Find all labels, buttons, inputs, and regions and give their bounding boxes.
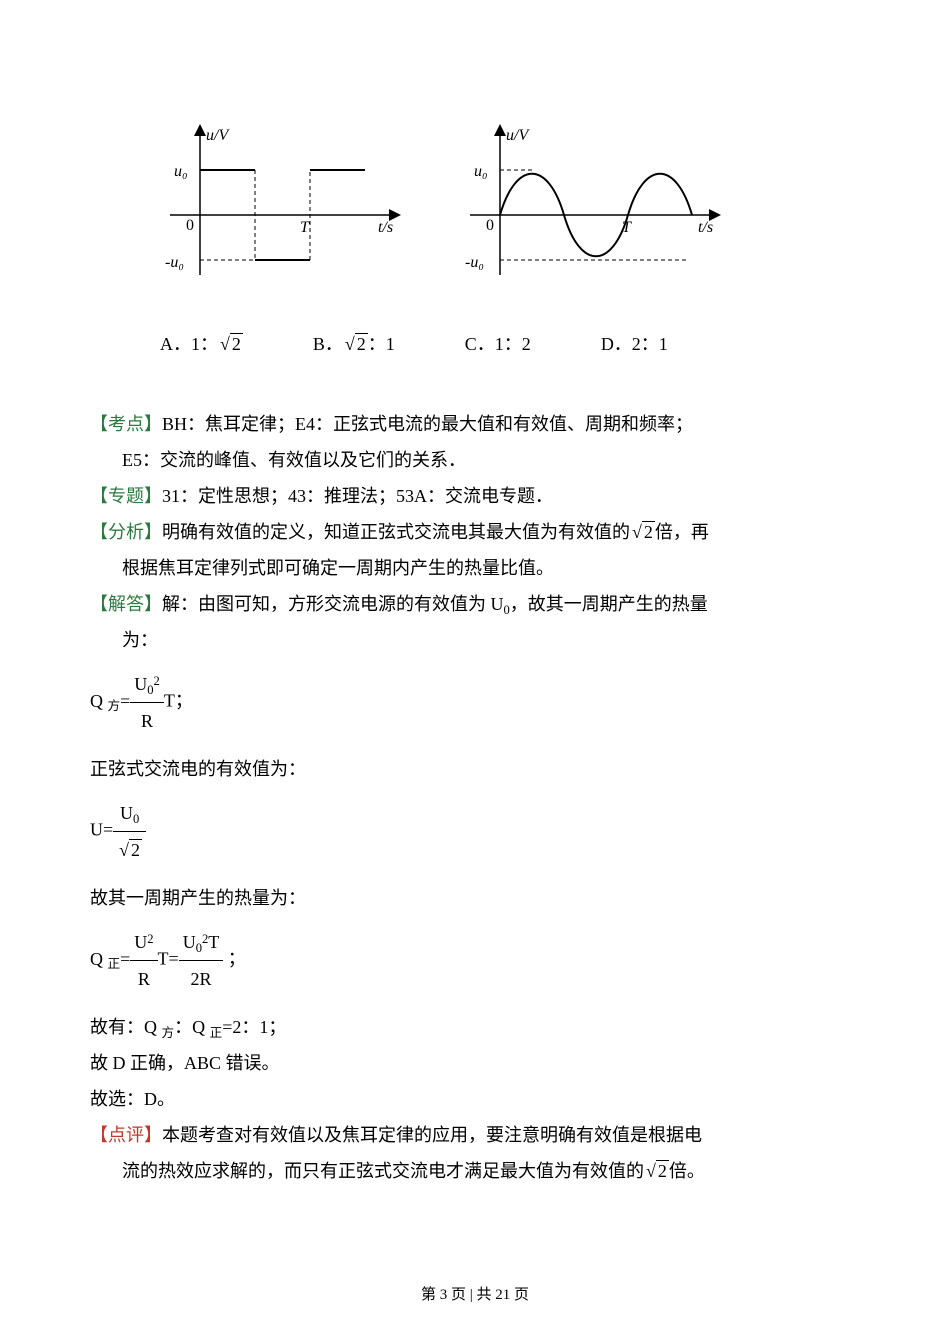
q-fang-prefix: Q 方= [90, 691, 130, 711]
svg-text:u₀: u₀ [474, 163, 488, 180]
q-zheng-prefix: Q 正= [90, 949, 130, 969]
choice-a: A．1：2 [160, 330, 243, 356]
fenxi-line: 【分析】明确有效值的定义，知道正弦式交流电其最大值为有效值的2倍，再 [90, 514, 860, 550]
body3: 故有：Q 方：Q 正=2：1； [90, 1009, 860, 1045]
jieda-text1: 解：由图可知，方形交流电源的有效值为 U0，故其一周期产生的热量 [162, 594, 708, 614]
fenxi-text1: 明确有效值的定义，知道正弦式交流电其最大值为有效值的2倍，再 [162, 522, 709, 542]
u-prefix: U= [90, 820, 113, 840]
q-fang-suffix: T； [164, 691, 193, 711]
svg-text:-u₀: -u₀ [165, 254, 184, 271]
kaodian-text1: BH：焦耳定律；E4：正弦式电流的最大值和有效值、周期和频率； [162, 414, 693, 434]
square-wave-svg: u/V u₀ 0 -u₀ T t/s [150, 120, 410, 285]
choice-b: B．2：1 [313, 330, 395, 356]
svg-text:u/V: u/V [506, 127, 530, 144]
kaodian-line2: E5：交流的峰值、有效值以及它们的关系． [122, 442, 860, 478]
jieda-line2: 为： [122, 622, 860, 658]
dianping-line: 【点评】本题考查对有效值以及焦耳定律的应用，要注意明确有效值是根据电 [90, 1117, 860, 1153]
fenxi-label: 【分析】 [90, 522, 162, 542]
sine-wave-svg: u/V u₀ 0 -u₀ T t/s [450, 120, 730, 285]
body1: 正弦式交流电的有效值为： [90, 751, 860, 787]
formula-q-zheng: Q 正=U2RT=U02T2R ； [90, 924, 860, 997]
svg-text:0: 0 [186, 217, 194, 234]
solution-block: 【考点】BH：焦耳定律；E4：正弦式电流的最大值和有效值、周期和频率； E5：交… [90, 406, 860, 1189]
dianping-label: 【点评】 [90, 1125, 162, 1145]
q-zheng-mid: T= [158, 949, 179, 969]
page: u/V u₀ 0 -u₀ T t/s [0, 0, 950, 1344]
dianping-text1: 本题考查对有效值以及焦耳定律的应用，要注意明确有效值是根据电 [162, 1125, 702, 1145]
kaodian-label: 【考点】 [90, 414, 162, 434]
svg-text:t/s: t/s [698, 219, 713, 236]
svg-text:t/s: t/s [378, 219, 393, 236]
choice-d: D．2：1 [601, 330, 668, 356]
zhuanti-text: 31：定性思想；43：推理法；53A：交流电专题． [162, 486, 553, 506]
svg-text:u₀: u₀ [174, 163, 188, 180]
svg-text:0: 0 [486, 217, 494, 234]
choice-c: C．1：2 [465, 330, 531, 356]
jieda-line: 【解答】解：由图可知，方形交流电源的有效值为 U0，故其一周期产生的热量 [90, 586, 860, 622]
body4: 故 D 正确，ABC 错误。 [90, 1045, 860, 1081]
body5: 故选：D。 [90, 1081, 860, 1117]
kaodian-line: 【考点】BH：焦耳定律；E4：正弦式电流的最大值和有效值、周期和频率； [90, 406, 860, 442]
formula-q-fang: Q 方=U02RT； [90, 666, 860, 739]
fenxi-line2: 根据焦耳定律列式即可确定一周期内产生的热量比值。 [122, 550, 860, 586]
zhuanti-label: 【专题】 [90, 486, 162, 506]
formula-u: U=U02 [90, 795, 860, 868]
jieda-label: 【解答】 [90, 594, 162, 614]
answer-choices: A．1：2 B．2：1 C．1：2 D．2：1 [160, 330, 860, 356]
body2: 故其一周期产生的热量为： [90, 880, 860, 916]
q-zheng-suffix: ； [223, 949, 246, 969]
figure-row: u/V u₀ 0 -u₀ T t/s [150, 120, 860, 290]
sine-wave-chart: u/V u₀ 0 -u₀ T t/s [450, 120, 730, 290]
dianping-line2: 流的热效应求解的，而只有正弦式交流电才满足最大值为有效值的2倍。 [122, 1153, 860, 1189]
svg-text:u/V: u/V [206, 127, 230, 144]
page-footer: 第 3 页 | 共 21 页 [0, 1283, 950, 1304]
svg-text:T: T [300, 219, 310, 236]
zhuanti-line: 【专题】31：定性思想；43：推理法；53A：交流电专题． [90, 478, 860, 514]
square-wave-chart: u/V u₀ 0 -u₀ T t/s [150, 120, 410, 290]
svg-text:-u₀: -u₀ [465, 254, 484, 271]
